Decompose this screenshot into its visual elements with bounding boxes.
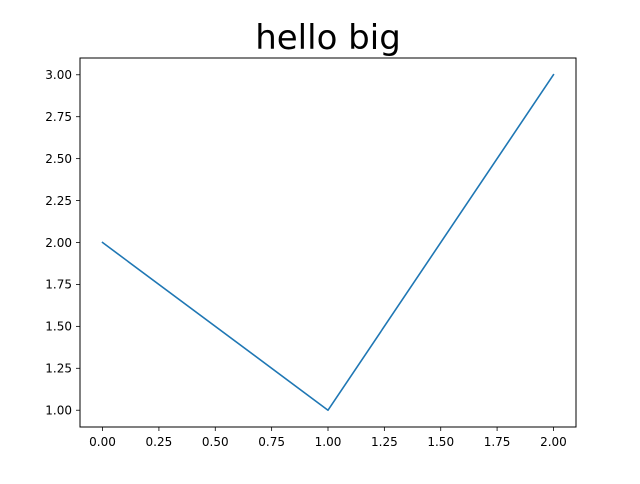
- x-tick-label: 1.00: [315, 435, 342, 449]
- y-tick-label: 2.00: [45, 236, 72, 250]
- chart-title: hello big: [255, 18, 401, 58]
- y-tick-label: 3.00: [45, 68, 72, 82]
- y-tick-label: 2.50: [45, 152, 72, 166]
- x-tick-label: 0.25: [146, 435, 173, 449]
- x-tick-label: 0.00: [89, 435, 116, 449]
- y-tick-label: 2.25: [45, 194, 72, 208]
- plot-area: [101, 73, 555, 412]
- y-tick-label: 1.25: [45, 362, 72, 376]
- x-tick-label: 1.25: [371, 435, 398, 449]
- y-tick-label: 2.75: [45, 110, 72, 124]
- axis-ticks: 0.00 0.25 0.50 0.75 1.00 1.25 1.50 1.75 2.00 1.00…: [45, 68, 567, 449]
- series-line-0: [101, 73, 555, 412]
- axes-frame: [79, 57, 577, 428]
- y-tick-label: 1.00: [45, 404, 72, 418]
- y-tick-label: 1.50: [45, 320, 72, 334]
- x-tick-label: 1.50: [427, 435, 454, 449]
- y-tick-label: 1.75: [45, 278, 72, 292]
- x-tick-label: 1.75: [484, 435, 511, 449]
- x-tick-label: 2.00: [540, 435, 567, 449]
- x-tick-label: 0.75: [258, 435, 285, 449]
- x-tick-label: 0.50: [202, 435, 229, 449]
